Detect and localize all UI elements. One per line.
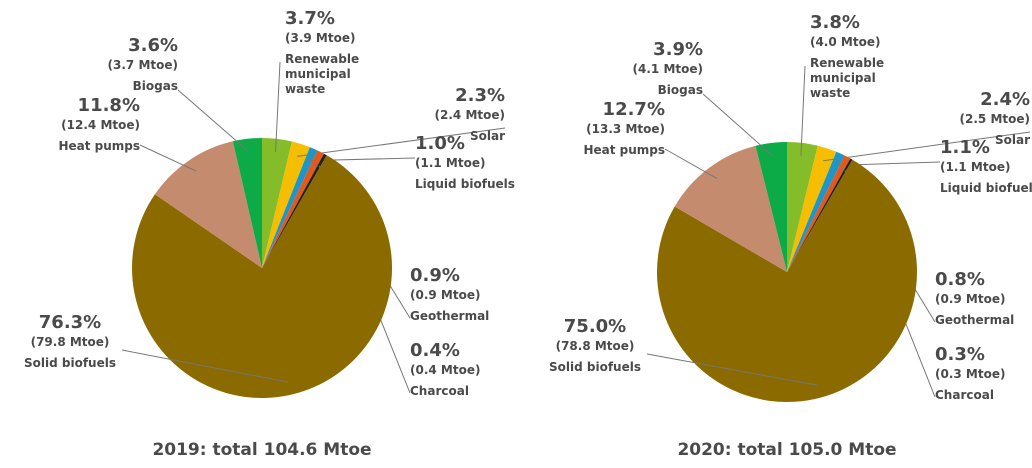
mtoe-label: (1.1 Mtoe) (940, 159, 1011, 174)
pie-slice (657, 159, 917, 402)
percent-label: 76.3% (38, 312, 102, 333)
slice-label: 0.8% (0.9 Mtoe) Geothermal (935, 269, 1032, 328)
pie-slice (232, 138, 262, 268)
slice-label: 3.7% (3.9 Mtoe) Renewable municipal waste (285, 8, 385, 97)
category-label: Liquid biofuels (415, 176, 515, 191)
category-label: Solid biofuels (24, 355, 116, 370)
category-label: Biogas (132, 78, 178, 93)
mtoe-label: (4.1 Mtoe) (632, 61, 703, 76)
leader-line (702, 93, 774, 157)
mtoe-label: (79.8 Mtoe) (30, 334, 110, 349)
leader-line (177, 89, 250, 153)
percent-label: 3.8% (810, 12, 860, 33)
percent-label: 2.3% (455, 85, 505, 106)
pie-slice (262, 138, 292, 268)
chart-title: 2019: total 104.6 Mtoe (152, 440, 372, 460)
percent-label: 1.1% (940, 137, 990, 158)
slice-label: 0.3% (0.3 Mtoe) Charcoal (935, 344, 1032, 403)
slice-label: 2.4% (2.5 Mtoe) Solar (900, 89, 1030, 148)
category-label: Solar (994, 132, 1030, 147)
category-label: Heat pumps (58, 138, 140, 153)
percent-label: 2.4% (980, 89, 1030, 110)
mtoe-label: (78.8 Mtoe) (555, 338, 635, 353)
mtoe-label: (2.4 Mtoe) (434, 107, 505, 122)
leader-line (646, 353, 817, 386)
category-label: Liquid biofuels (940, 180, 1032, 195)
mtoe-label: (0.4 Mtoe) (410, 362, 481, 377)
leader-line (139, 144, 197, 172)
category-label: Renewable municipal waste (285, 51, 360, 96)
pie-slice (262, 150, 324, 268)
leader-line (275, 61, 281, 152)
pie-slice (787, 155, 851, 272)
category-label: Geothermal (935, 312, 1015, 327)
slice-label: 1.0% (1.1 Mtoe) Liquid biofuels (415, 133, 515, 192)
percent-label: 75.0% (563, 316, 627, 337)
percent-label: 0.4% (410, 340, 460, 361)
pie-slice (787, 145, 837, 272)
category-label: Solid biofuels (549, 359, 641, 374)
pie-slice (262, 147, 318, 268)
leader-line (823, 131, 1031, 162)
slice-label: 3.6% (3.7 Mtoe) Biogas (48, 35, 178, 94)
category-label: Biogas (657, 82, 703, 97)
leader-line (664, 148, 717, 179)
slice-label: 76.3% (79.8 Mtoe) Solid biofuels (10, 312, 130, 371)
percent-label: 1.0% (415, 133, 465, 154)
pie-slice (787, 158, 853, 272)
mtoe-label: (2.5 Mtoe) (959, 111, 1030, 126)
category-label: Charcoal (935, 387, 994, 402)
category-label: Solar (469, 128, 505, 143)
pie-slice (262, 153, 327, 268)
mtoe-label: (4.0 Mtoe) (810, 34, 881, 49)
slice-label: 1.1% (1.1 Mtoe) Liquid biofuels (940, 137, 1032, 196)
percent-label: 3.9% (653, 39, 703, 60)
slice-label: 0.9% (0.9 Mtoe) Geothermal (410, 265, 510, 324)
category-label: Heat pumps (583, 142, 665, 157)
mtoe-label: (3.9 Mtoe) (285, 30, 356, 45)
leader-line (121, 349, 288, 383)
pie-slice (755, 142, 787, 272)
pie-slice (787, 142, 818, 272)
category-label: Geothermal (410, 308, 490, 323)
mtoe-label: (3.7 Mtoe) (107, 57, 178, 72)
mtoe-label: (0.9 Mtoe) (935, 291, 1006, 306)
slice-label: 0.4% (0.4 Mtoe) Charcoal (410, 340, 510, 399)
mtoe-label: (1.1 Mtoe) (415, 155, 486, 170)
category-label: Renewable municipal waste (810, 55, 885, 100)
leader-line (297, 127, 506, 157)
slice-label: 12.7% (13.3 Mtoe) Heat pumps (535, 99, 665, 158)
mtoe-label: (0.9 Mtoe) (410, 287, 481, 302)
mtoe-label: (12.4 Mtoe) (61, 117, 140, 132)
percent-label: 0.9% (410, 265, 460, 286)
percent-label: 12.7% (602, 99, 665, 120)
percent-label: 3.6% (128, 35, 178, 56)
pie-slice (674, 145, 787, 272)
pie-slice (154, 141, 262, 268)
mtoe-label: (0.3 Mtoe) (935, 366, 1006, 381)
slice-label: 11.8% (12.4 Mtoe) Heat pumps (10, 95, 140, 154)
pie-slice (262, 141, 310, 268)
percent-label: 0.8% (935, 269, 985, 290)
category-label: Charcoal (410, 383, 469, 398)
chart-title: 2020: total 105.0 Mtoe (677, 440, 897, 460)
leader-line (800, 65, 806, 156)
slice-label: 75.0% (78.8 Mtoe) Solid biofuels (535, 316, 655, 375)
slice-label: 3.8% (4.0 Mtoe) Renewable municipal waste (810, 12, 910, 101)
percent-label: 3.7% (285, 8, 335, 29)
percent-label: 11.8% (77, 95, 140, 116)
percent-label: 0.3% (935, 344, 985, 365)
slice-label: 2.3% (2.4 Mtoe) Solar (375, 85, 505, 144)
slice-label: 3.9% (4.1 Mtoe) Biogas (573, 39, 703, 98)
pie-slice (132, 155, 393, 398)
pie-slice (787, 151, 845, 272)
mtoe-label: (13.3 Mtoe) (586, 121, 665, 136)
